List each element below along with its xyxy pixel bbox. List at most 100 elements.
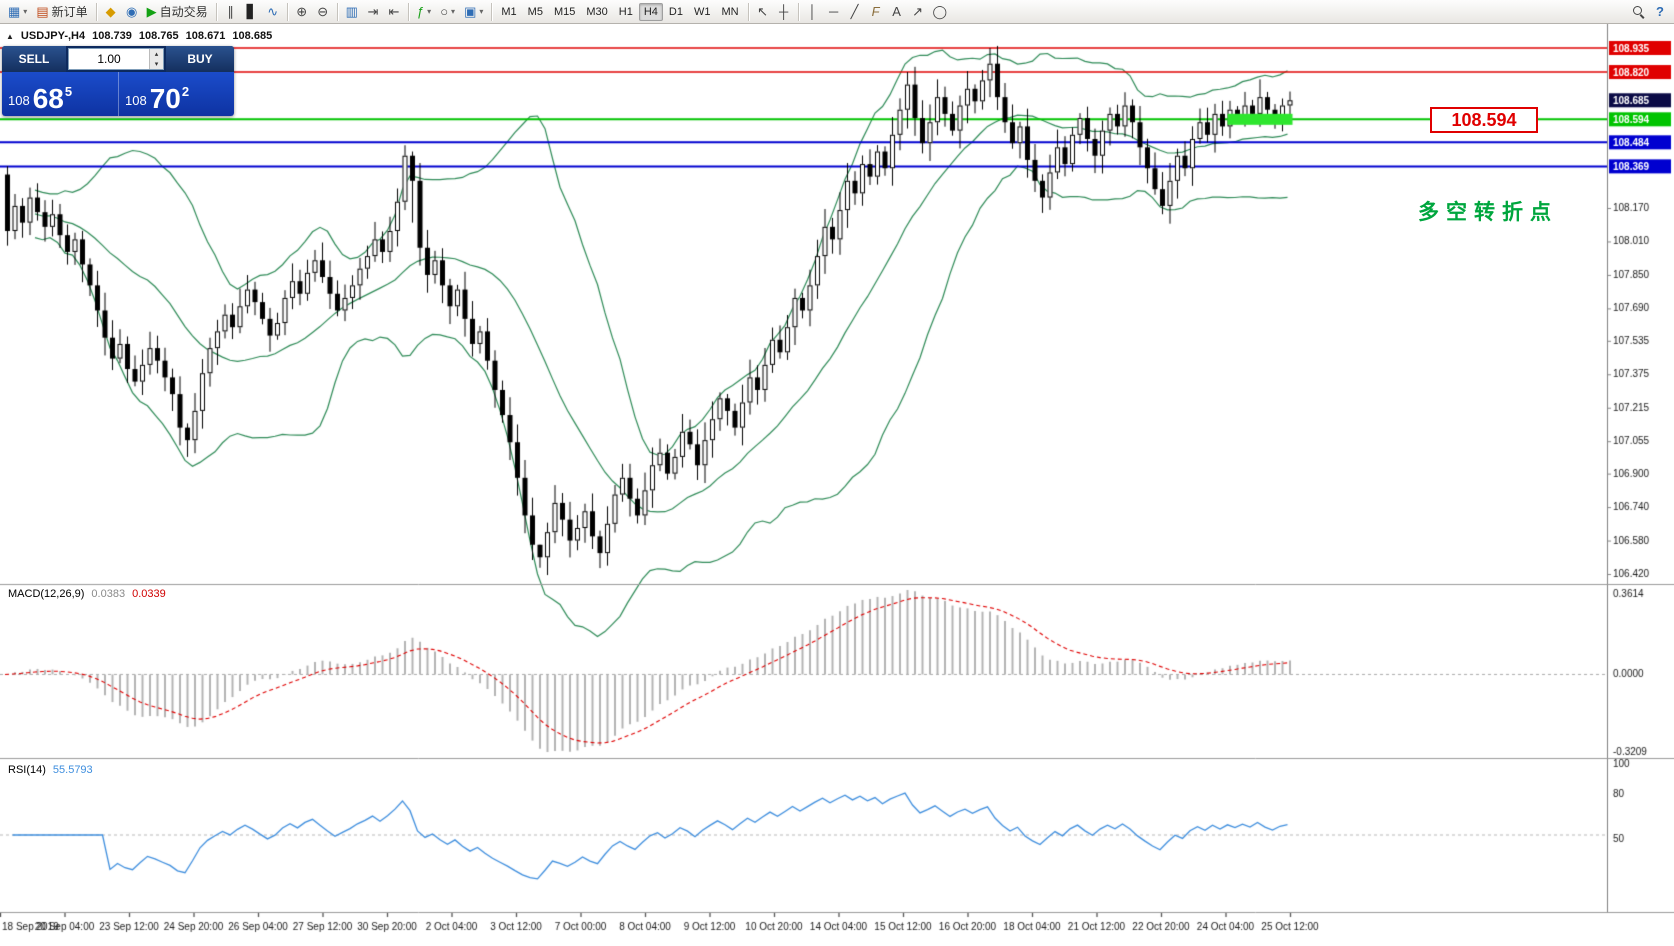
- timeframe-w1[interactable]: W1: [689, 3, 716, 21]
- shapes-tool-button[interactable]: ◯: [929, 2, 952, 22]
- buy-price-sup: 2: [181, 84, 190, 99]
- vertical-line-icon: │: [808, 4, 817, 19]
- indicators-button[interactable]: ƒ ▾: [413, 2, 435, 22]
- panel-divider-macd[interactable]: [0, 582, 1674, 587]
- templates-icon: ▣: [464, 4, 477, 19]
- buy-price-prefix: 108: [125, 93, 147, 108]
- search-icon: [1633, 5, 1645, 18]
- auto-scroll-icon: ⇥: [367, 4, 379, 19]
- cn-text-annotation[interactable]: 多空转折点: [1418, 201, 1558, 224]
- autotrading-button[interactable]: ▶ 自动交易: [143, 2, 212, 22]
- cursor-tool-button[interactable]: ↖: [753, 2, 773, 22]
- symbol-strip: ▲ USDJPY-,H4 108.739 108.765 108.671 108…: [6, 30, 272, 42]
- horizontal-line-icon: ─: [828, 4, 839, 19]
- symbol-label: USDJPY-,H4: [20, 30, 86, 42]
- toolbar-separator: [286, 2, 288, 21]
- new-chart-button[interactable]: ▦ ▾: [4, 2, 31, 22]
- crosshair-tool-button[interactable]: ┼: [774, 2, 794, 22]
- arrow-icon: ↗: [912, 4, 923, 19]
- crosshair-icon: ┼: [778, 4, 789, 19]
- toolbar-separator: [95, 2, 97, 21]
- metaeditor-icon: ◆: [105, 4, 116, 19]
- timeframe-d1[interactable]: D1: [664, 3, 688, 21]
- chart-canvas[interactable]: [0, 24, 1674, 946]
- ohlc-open: 108.739: [92, 30, 132, 42]
- timeframe-h4[interactable]: H4: [638, 2, 663, 21]
- buy-price-display[interactable]: 108 70 2: [118, 72, 234, 116]
- periods-button[interactable]: ○ ▾: [436, 2, 459, 22]
- candlestick-button[interactable]: ▋: [242, 2, 262, 22]
- ellipse-icon: ◯: [932, 4, 948, 19]
- toolbar-separator: [215, 2, 217, 21]
- chevron-down-icon: ▾: [427, 7, 432, 16]
- sell-price-prefix: 108: [8, 93, 30, 108]
- one-click-trading-panel: SELL ▴ ▾ BUY 108 68 5 108: [2, 46, 234, 116]
- macd-main-value: 0.0383: [91, 588, 126, 600]
- buy-button[interactable]: BUY: [166, 46, 234, 72]
- ohlc-low: 108.671: [185, 30, 226, 42]
- rsi-header: RSI(14) 55.5793: [8, 764, 93, 776]
- help-button[interactable]: ?: [1650, 2, 1670, 22]
- templates-button[interactable]: ▣ ▾: [460, 2, 487, 22]
- data-window-button[interactable]: ◉: [122, 2, 142, 22]
- trendline-button[interactable]: ╱: [845, 2, 865, 22]
- tile-windows-icon: ▥: [345, 4, 358, 19]
- toolbar: ▦ ▾ ▤ 新订单 ◆ ◉ ▶ 自动交易 ∥ ▋ ∿ ⊕ ⊖ ▥ ⇥ ⇤ ƒ ▾…: [0, 0, 1674, 24]
- line-chart-icon: ∿: [267, 4, 279, 19]
- sell-price-display[interactable]: 108 68 5: [2, 72, 118, 116]
- autotrading-label: 自动交易: [159, 5, 208, 19]
- candlestick-icon: ▋: [246, 4, 257, 19]
- price-annotation-box[interactable]: 108.594: [1430, 107, 1538, 133]
- timeframe-h1[interactable]: H1: [614, 3, 638, 21]
- line-chart-button[interactable]: ∿: [263, 2, 283, 22]
- chevron-down-icon: ▾: [451, 7, 456, 16]
- horizontal-line-button[interactable]: ─: [824, 2, 844, 22]
- sell-button[interactable]: SELL: [2, 46, 66, 72]
- timeframe-m1[interactable]: M1: [496, 3, 521, 21]
- panel-divider-rsi[interactable]: [0, 756, 1674, 761]
- new-order-button[interactable]: ▤ 新订单: [32, 2, 91, 22]
- chart-shift-button[interactable]: ⇤: [384, 2, 404, 22]
- sell-price-sup: 5: [64, 84, 73, 99]
- new-order-icon: ▤: [36, 4, 49, 19]
- fibonacci-icon: F: [871, 4, 880, 19]
- timeframe-mn[interactable]: MN: [716, 3, 743, 21]
- text-tool-button[interactable]: A: [887, 2, 907, 22]
- vertical-line-button[interactable]: │: [803, 2, 823, 22]
- new-order-label: 新订单: [51, 5, 88, 19]
- ohlc-high: 108.765: [138, 30, 179, 42]
- toolbar-separator: [407, 2, 409, 21]
- timeframe-m15[interactable]: M15: [549, 3, 580, 21]
- new-chart-icon: ▦: [8, 4, 21, 19]
- volume-up-button[interactable]: ▴: [149, 49, 163, 59]
- timeframe-m5[interactable]: M5: [523, 3, 548, 21]
- metaeditor-button[interactable]: ◆: [101, 2, 121, 22]
- chart-region: ▲ USDJPY-,H4 108.739 108.765 108.671 108…: [0, 24, 1674, 946]
- tile-windows-button[interactable]: ▥: [342, 2, 362, 22]
- bar-chart-icon: ∥: [227, 4, 234, 19]
- play-icon: ▶: [146, 4, 157, 19]
- macd-signal-value: 0.0339: [132, 588, 166, 600]
- help-icon: ?: [1656, 4, 1664, 19]
- fibonacci-button[interactable]: F: [866, 2, 886, 22]
- ohlc-close: 108.685: [232, 30, 273, 42]
- zoom-in-button[interactable]: ⊕: [292, 2, 312, 22]
- arrows-tool-button[interactable]: ↗: [908, 2, 928, 22]
- chart-shift-icon: ⇤: [388, 4, 400, 19]
- buy-price-big: 70: [149, 83, 181, 114]
- volume-down-button[interactable]: ▾: [149, 59, 163, 69]
- timeframe-m30[interactable]: M30: [581, 3, 612, 21]
- one-click-collapse-icon[interactable]: ▲: [6, 31, 14, 41]
- sell-price-big: 68: [32, 83, 64, 114]
- chevron-down-icon: ▾: [23, 7, 28, 16]
- clock-icon: ○: [440, 4, 449, 19]
- search-button[interactable]: [1629, 2, 1649, 22]
- auto-scroll-button[interactable]: ⇥: [363, 2, 383, 22]
- trendline-icon: ╱: [850, 4, 859, 19]
- volume-input[interactable]: [69, 49, 149, 69]
- bar-chart-button[interactable]: ∥: [221, 2, 241, 22]
- rsi-value: 55.5793: [52, 764, 93, 776]
- zoom-out-icon: ⊖: [317, 4, 329, 19]
- zoom-out-button[interactable]: ⊖: [313, 2, 333, 22]
- volume-box: ▴ ▾: [68, 48, 164, 70]
